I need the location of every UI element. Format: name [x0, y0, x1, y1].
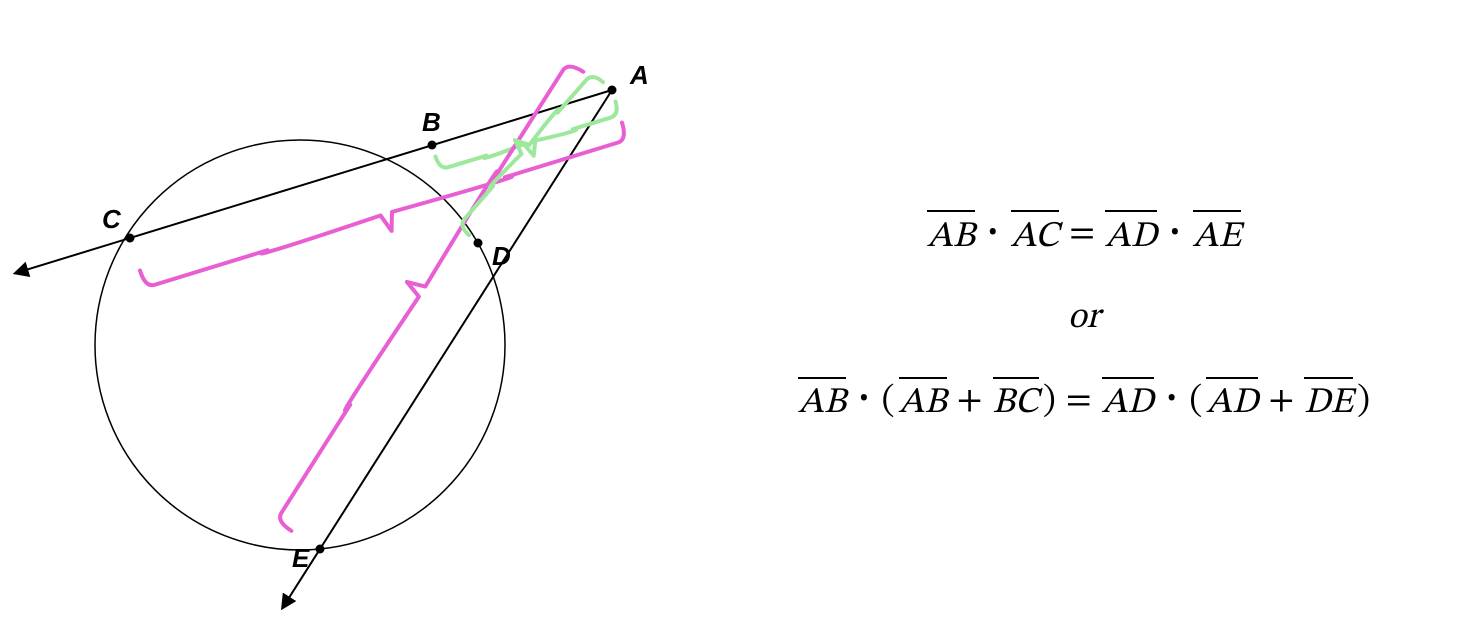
segment-DE: DE: [1304, 377, 1353, 426]
secant-line-AC: [15, 90, 612, 273]
circle: [95, 140, 505, 550]
multiply-dot: •: [1166, 382, 1178, 413]
figure-container: ABCDE AB • AC = AD • AE or AB • ( AB + B…: [0, 0, 1468, 636]
multiply-dot: •: [987, 216, 999, 247]
segment-AB: AB: [798, 377, 846, 426]
paren-open: (: [1189, 379, 1202, 424]
point-A: [608, 86, 617, 95]
segment-AD: AD: [1105, 210, 1157, 259]
paren-open: (: [882, 379, 895, 424]
segment-BC: BC: [993, 377, 1039, 426]
point-label-E: E: [292, 543, 310, 573]
brace-AC: [140, 123, 624, 286]
point-C: [126, 234, 135, 243]
multiply-dot: •: [858, 382, 870, 413]
point-label-A: A: [629, 60, 649, 90]
equals-sign: =: [1066, 379, 1092, 424]
diagram-svg: A B C D E: [0, 0, 700, 636]
point-B: [428, 141, 437, 150]
segment-AB: AB: [899, 377, 947, 426]
paren-close: ): [1043, 379, 1056, 424]
point-label-C: C: [102, 204, 122, 234]
plus-sign: +: [957, 379, 983, 424]
point-label-D: D: [492, 241, 511, 271]
point-label-B: B: [422, 107, 441, 137]
segment-AC: AC: [1011, 210, 1060, 259]
segment-AE: AE: [1193, 210, 1241, 259]
segment-AD: AD: [1206, 377, 1258, 426]
multiply-dot: •: [1169, 216, 1181, 247]
brace-AB: [436, 101, 617, 167]
formula-panel: AB • AC = AD • AE or AB • ( AB + BC ) = …: [700, 0, 1468, 636]
paren-close: ): [1357, 379, 1370, 424]
plus-sign: +: [1268, 379, 1294, 424]
segment-AB: AB: [927, 210, 975, 259]
equation-2: AB • ( AB + BC ) = AD • ( AD + DE ): [796, 377, 1372, 426]
equation-1: AB • AC = AD • AE: [925, 210, 1243, 259]
geometry-diagram: A B C D E: [0, 0, 700, 636]
equals-sign: =: [1069, 212, 1095, 257]
connector-or: or: [1068, 296, 1100, 341]
segment-AD: AD: [1102, 377, 1154, 426]
point-E: [316, 545, 325, 554]
point-D: [474, 239, 483, 248]
